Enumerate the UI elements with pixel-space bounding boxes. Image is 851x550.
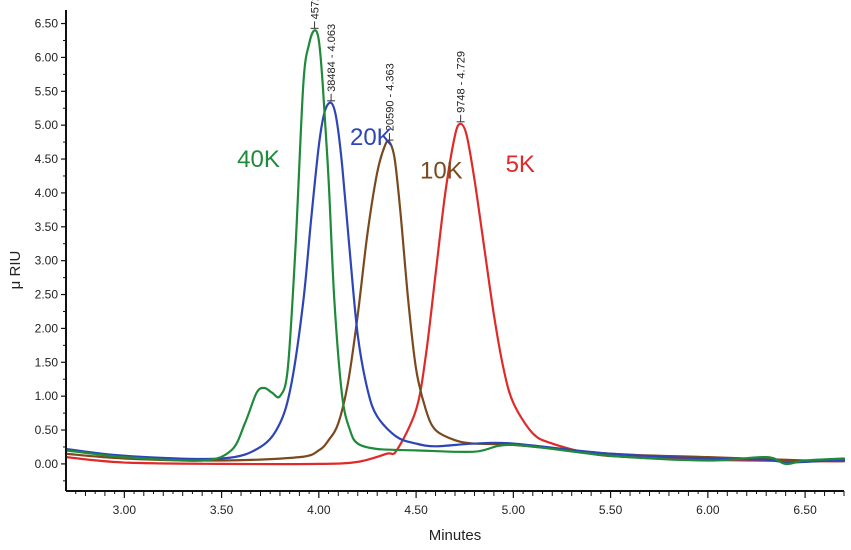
peak-annotation-label: 20590 - 4.363 — [384, 63, 396, 131]
y-tick-label: 2.50 — [35, 288, 59, 302]
y-tick-label: 3.50 — [35, 220, 59, 234]
series-line-40k — [64, 29, 846, 466]
x-tick-label: 6.50 — [793, 503, 817, 517]
x-tick-label: 4.00 — [307, 503, 331, 517]
peak-annotation-label: 9748 - 4.729 — [456, 51, 468, 113]
series-label-20k: 20K — [350, 124, 393, 151]
series-label-40k: 40K — [237, 146, 280, 173]
plot-lines — [64, 29, 846, 466]
y-tick-label: 6.00 — [35, 50, 59, 64]
peak-annotation-label: 45725 - 3.978 — [310, 0, 322, 19]
y-tick-label: 3.00 — [35, 254, 59, 268]
x-tick-label: 6.00 — [696, 503, 720, 517]
x-tick-label: 4.50 — [404, 503, 428, 517]
y-tick-label: 1.50 — [35, 355, 59, 369]
x-tick-label: 5.50 — [599, 503, 623, 517]
series-line-10k — [64, 139, 846, 463]
y-tick-label: 5.00 — [35, 118, 59, 132]
axes: 0.00 0.50 1.00 1.50 2.00 2.50 3.00 3.50 4.00 4.50… — [35, 10, 845, 517]
y-tick-label: 0.00 — [35, 457, 59, 471]
peak-annotation-label: 38484 - 4.063 — [326, 24, 338, 92]
x-axis-title: Minutes — [429, 527, 482, 544]
y-tick-label: 6.50 — [35, 17, 59, 31]
y-tick-label: 1.00 — [35, 389, 59, 403]
series-label-5k: 5K — [506, 151, 535, 178]
y-tick-label: 0.50 — [35, 423, 59, 437]
y-tick-label: 4.00 — [35, 186, 59, 200]
annotations: 45725 - 3.978 38484 - 4.063 20590 - 4.363 9… — [237, 0, 535, 185]
series-label-10k: 10K — [420, 158, 463, 185]
series-line-20k — [64, 101, 846, 464]
x-tick-label: 3.00 — [113, 503, 137, 517]
y-tick-label: 2.00 — [35, 321, 59, 335]
x-tick-label: 5.00 — [502, 503, 526, 517]
y-tick-label: 4.50 — [35, 152, 59, 166]
y-tick-label: 5.50 — [35, 84, 59, 98]
x-tick-label: 3.50 — [210, 503, 234, 517]
y-axis-title: μ RIU — [7, 251, 24, 290]
